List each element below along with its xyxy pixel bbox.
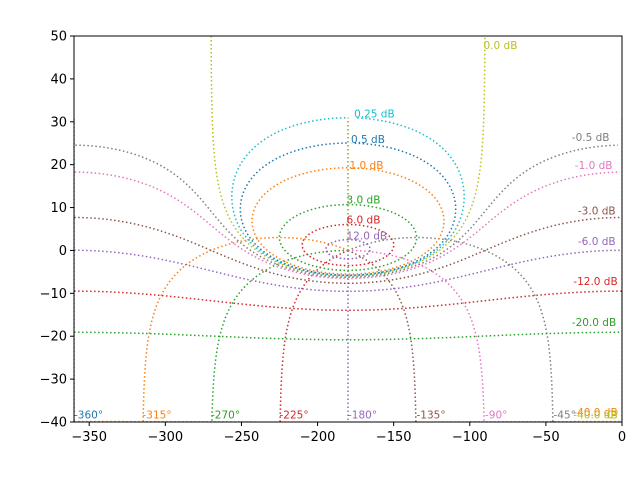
x-tick-label: 0 bbox=[618, 430, 626, 445]
m-contour-label: 1.0 dB bbox=[350, 160, 384, 172]
m-contour-label: 0.5 dB bbox=[351, 134, 385, 146]
m-contour-label: -12.0 dB bbox=[573, 276, 617, 288]
x-tick-label: −50 bbox=[532, 430, 559, 445]
y-tick-label: −20 bbox=[40, 330, 67, 345]
n-contour-line bbox=[347, 236, 554, 422]
n-contour-line bbox=[142, 236, 349, 422]
y-axis: −40 −30 −20 −10 0 10 20 30 40 50 bbox=[40, 30, 74, 431]
m-contour-line bbox=[325, 238, 371, 260]
m-contour-label: -1.0 dB bbox=[575, 160, 613, 172]
n-contour-label: -315° bbox=[143, 410, 172, 422]
y-tick-label: 50 bbox=[50, 30, 67, 45]
m-contour-line bbox=[231, 117, 465, 277]
m-contour-label: 6.0 dB bbox=[347, 214, 381, 226]
x-tick-label: −200 bbox=[300, 430, 336, 445]
y-tick-label: 10 bbox=[50, 201, 67, 216]
m-contour-label: -40.0 dB bbox=[573, 410, 617, 422]
n-contour-line bbox=[74, 117, 349, 422]
n-contour-label: 0° bbox=[607, 410, 619, 422]
m-contour-label: 12.0 dB bbox=[347, 231, 388, 243]
x-tick-label: −100 bbox=[452, 430, 488, 445]
y-tick-label: 40 bbox=[50, 72, 67, 87]
m-contour-line bbox=[74, 290, 622, 312]
n-contour-label: -90° bbox=[485, 410, 507, 422]
m-contour-line bbox=[75, 144, 618, 279]
m-contour-line bbox=[74, 331, 622, 341]
contour-curves bbox=[74, 36, 622, 422]
m-contour-line bbox=[74, 171, 620, 280]
m-contour-label: -3.0 dB bbox=[578, 205, 616, 217]
y-tick-label: 30 bbox=[50, 115, 67, 130]
m-contour-line bbox=[210, 36, 486, 278]
x-axis: −350 −300 −250 −200 −150 −100 −50 0 bbox=[71, 422, 626, 445]
y-tick-label: −30 bbox=[40, 373, 67, 388]
n-contour-label: -225° bbox=[280, 410, 309, 422]
m-contour-line bbox=[239, 142, 457, 276]
n-contour-label: -180° bbox=[348, 410, 377, 422]
m-contour-label: -20.0 dB bbox=[572, 317, 616, 329]
m-contour-label: -6.0 dB bbox=[578, 236, 616, 248]
n-contour-line bbox=[347, 117, 622, 422]
m-contour-label: 3.0 dB bbox=[347, 194, 381, 206]
m-contour-line bbox=[278, 203, 418, 272]
n-contour-label: -135° bbox=[417, 410, 446, 422]
y-tick-label: −40 bbox=[40, 416, 67, 431]
plot-frame bbox=[73, 35, 623, 423]
n-contour-label: -45° bbox=[554, 410, 576, 422]
y-tick-label: 20 bbox=[50, 158, 67, 173]
n-contour-label: -270° bbox=[211, 410, 240, 422]
x-tick-label: −150 bbox=[376, 430, 412, 445]
m-contour-label: -40.0 dB bbox=[573, 407, 617, 419]
m-contour-line bbox=[301, 223, 395, 267]
m-contour-line bbox=[74, 249, 622, 293]
y-tick-label: −10 bbox=[40, 287, 67, 302]
contour-labels: 0.0 dB 0.25 dB 0.5 dB 1.0 dB 3.0 dB 6.0 dB 12.… bbox=[74, 40, 619, 422]
x-tick-label: −250 bbox=[224, 430, 260, 445]
x-tick-label: −300 bbox=[147, 430, 183, 445]
m-contour-line bbox=[74, 216, 622, 284]
m-contour-label: -0.5 dB bbox=[572, 132, 610, 144]
x-tick-label: −350 bbox=[71, 430, 107, 445]
m-contour-label: 0.25 dB bbox=[354, 109, 395, 121]
n-contour-label: -360° bbox=[74, 410, 103, 422]
m-contour-label: 0.0 dB bbox=[484, 40, 518, 52]
y-tick-label: 0 bbox=[59, 244, 67, 259]
